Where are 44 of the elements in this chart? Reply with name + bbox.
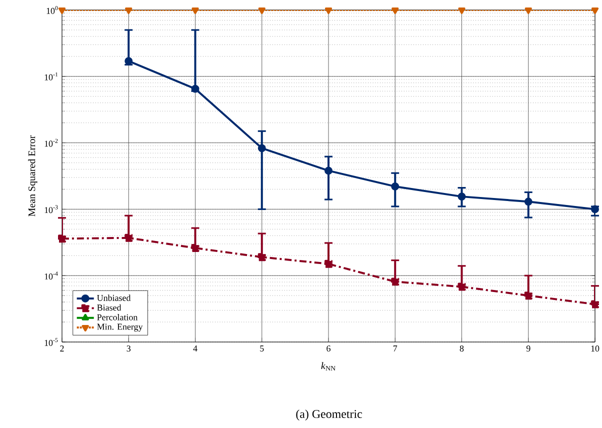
point xyxy=(391,278,400,286)
point xyxy=(258,8,266,14)
y-tick-label: 10$^{-5}$ xyxy=(44,338,58,346)
legend-label: Min. Energy xyxy=(97,324,143,332)
x-tick-label: 5 xyxy=(260,346,264,352)
point xyxy=(458,8,466,14)
legend-label: Unbiased xyxy=(97,294,131,301)
point xyxy=(524,292,532,300)
x-tick-label: 4 xyxy=(193,346,198,352)
point xyxy=(591,300,599,308)
point xyxy=(391,182,400,190)
y-tick-label: 10$^{-2}$ xyxy=(44,138,58,147)
point xyxy=(591,8,599,14)
x-tick-label: 2 xyxy=(60,346,64,352)
point xyxy=(125,8,132,14)
y-axis-title: Mean Squared Error xyxy=(28,135,38,216)
legend-label: Biased xyxy=(97,304,122,311)
point xyxy=(324,8,332,14)
point xyxy=(258,144,266,152)
point xyxy=(192,8,199,14)
point xyxy=(392,8,399,14)
point xyxy=(458,192,466,201)
y-tick-label: 10$^{0}$ xyxy=(46,6,58,14)
point xyxy=(58,8,66,14)
text: (a) Geometric xyxy=(296,410,362,420)
point xyxy=(324,166,332,175)
x-tick-label: 10 xyxy=(591,346,600,352)
point xyxy=(458,282,466,291)
point xyxy=(524,198,532,206)
legend-label: Percolation xyxy=(97,314,138,320)
point xyxy=(324,260,332,268)
x-tick-label: 9 xyxy=(526,346,530,352)
x-tick-label: 3 xyxy=(126,346,131,352)
point xyxy=(258,253,266,262)
x-axis-title: k$_{NN}$ xyxy=(321,362,336,371)
point xyxy=(524,8,532,14)
y-tick-label: 10$^{-4}$ xyxy=(44,272,58,280)
x-tick-label: 8 xyxy=(460,346,464,352)
y-tick-label: 10$^{-1}$ xyxy=(44,72,58,80)
x-tick-label: 6 xyxy=(326,346,330,352)
point xyxy=(124,234,133,242)
y-tick-label: 10$^{-3}$ xyxy=(44,205,58,214)
point xyxy=(58,234,66,243)
x-tick-label: 7 xyxy=(393,346,398,352)
